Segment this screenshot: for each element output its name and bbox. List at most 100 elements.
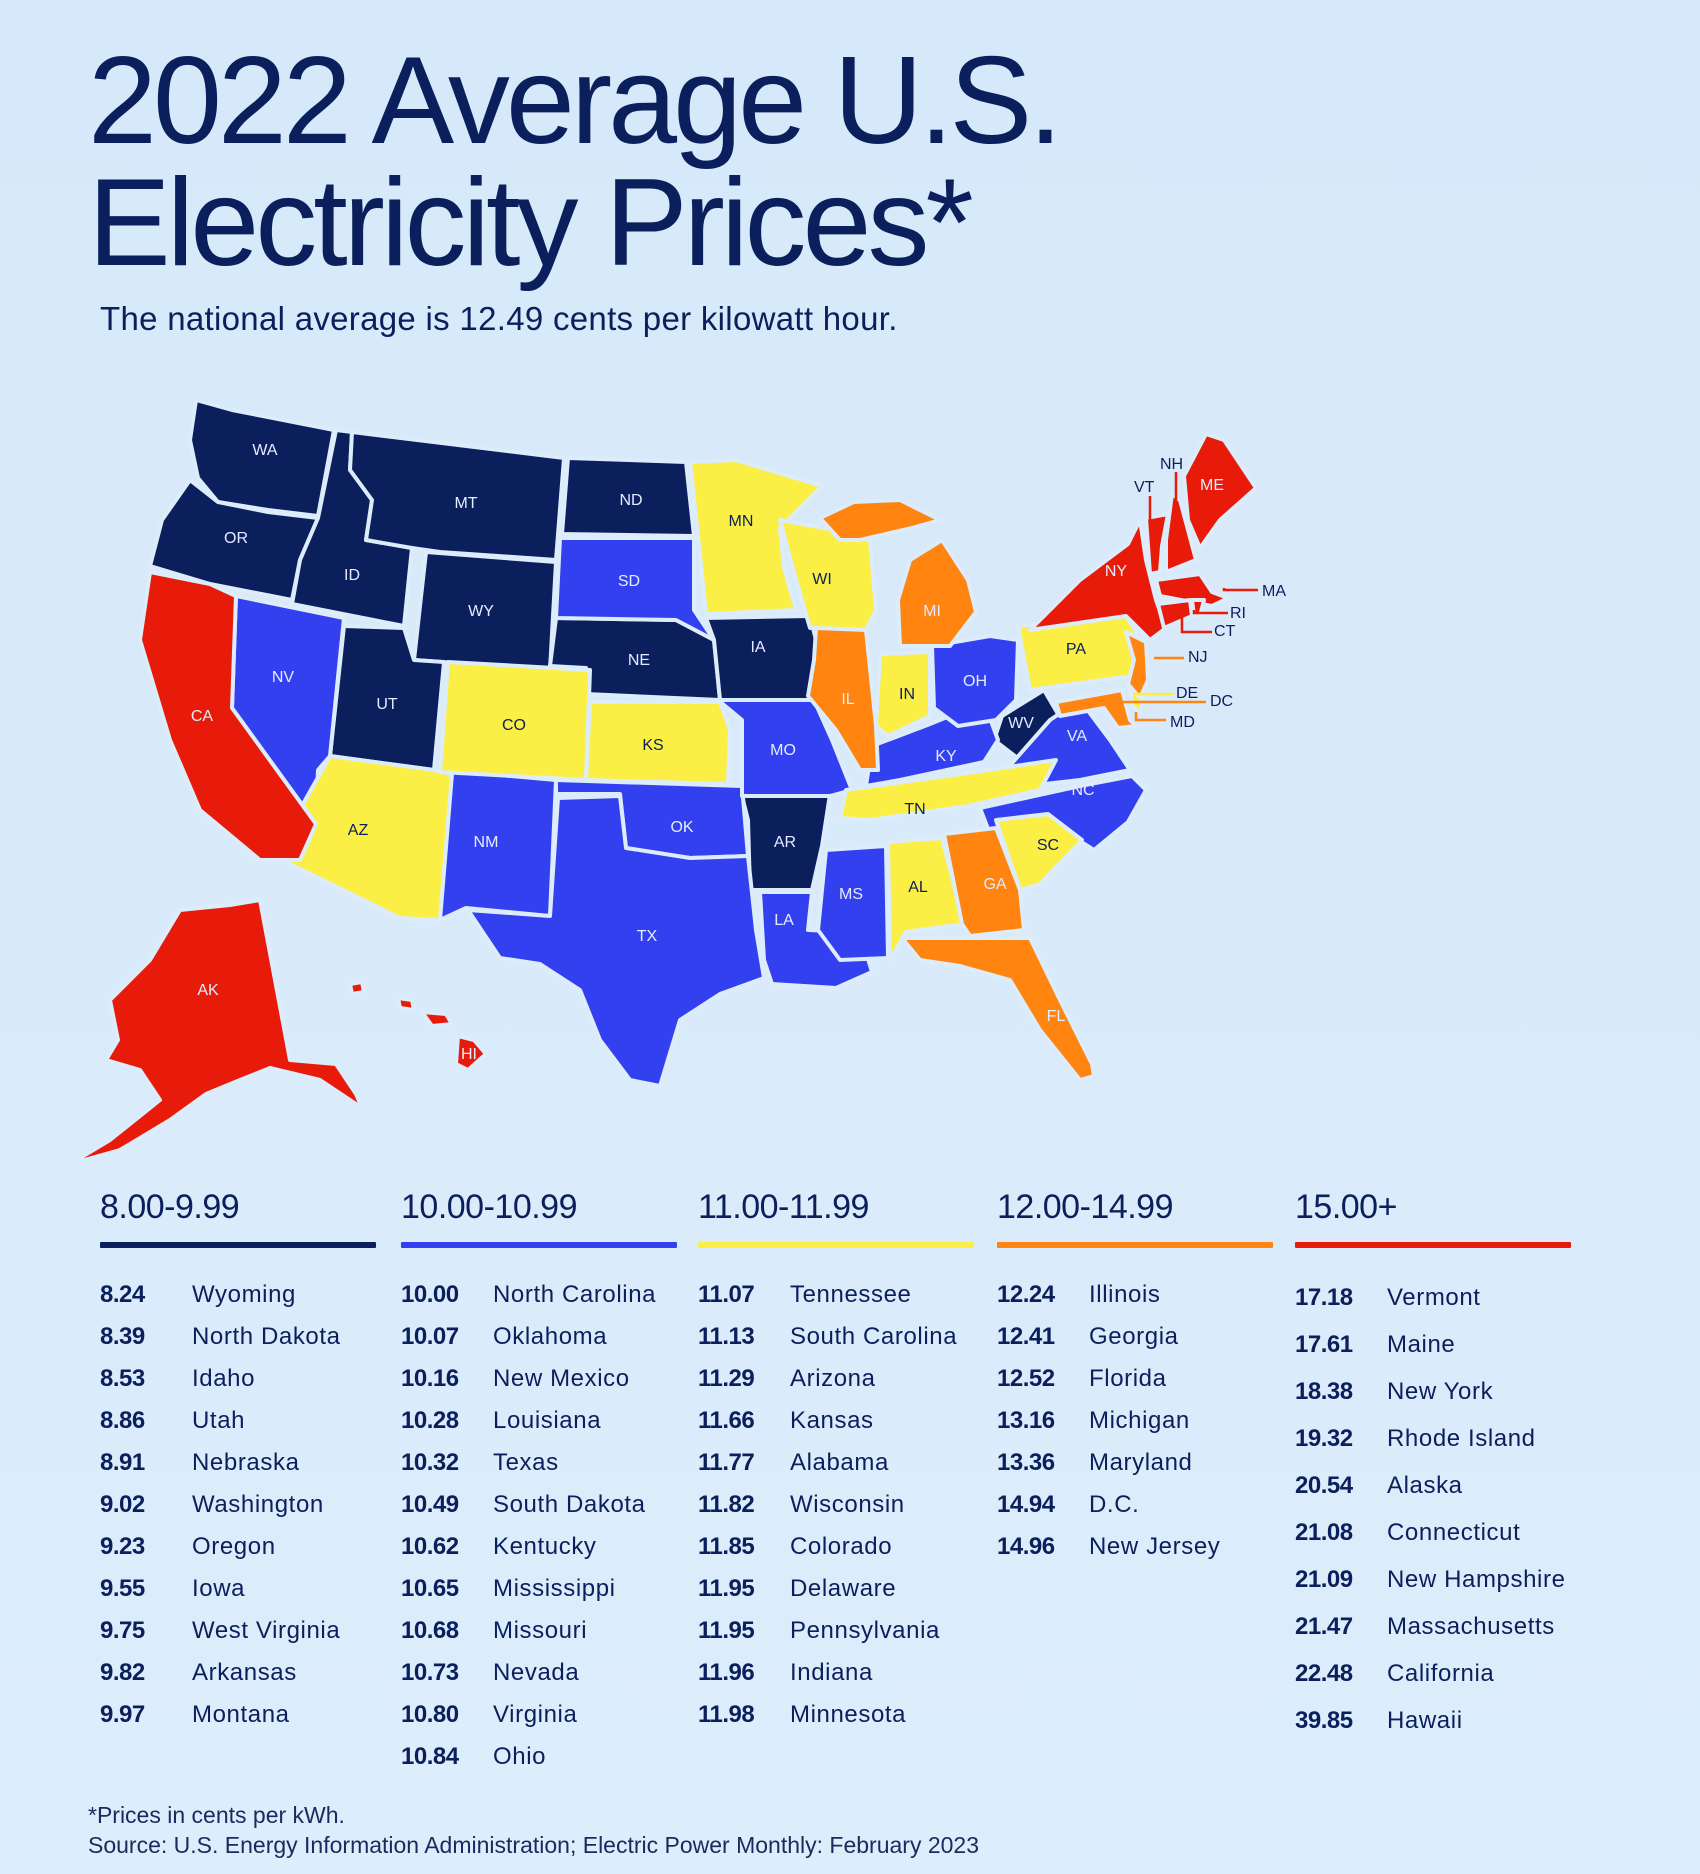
state-mi-up: [818, 498, 942, 542]
state-tn: [838, 758, 1058, 822]
label-ny: NY: [1105, 563, 1128, 580]
state-name: New Jersey: [1089, 1533, 1221, 1560]
label-tn: TN: [904, 801, 925, 818]
label-az: AZ: [348, 822, 369, 839]
legend-row: 12.24 Illinois: [997, 1274, 1273, 1316]
price-value: 18.38: [1295, 1377, 1353, 1405]
legend-row: 8.39 North Dakota: [100, 1316, 376, 1358]
price-value: 22.48: [1295, 1659, 1353, 1687]
tier-color-bar: [997, 1242, 1273, 1248]
legend-row: 10.65 Mississippi: [401, 1568, 677, 1610]
legend-row: 9.97 Montana: [100, 1694, 376, 1736]
legend-row: 8.91 Nebraska: [100, 1442, 376, 1484]
label-al: AL: [908, 879, 928, 896]
state-ks: [584, 700, 732, 786]
label-ky: KY: [935, 748, 957, 765]
state-nh: [1164, 492, 1198, 574]
legend-row: 11.96 Indiana: [698, 1652, 974, 1694]
legend-row: 10.16 New Mexico: [401, 1358, 677, 1400]
label-ks: KS: [642, 737, 663, 754]
legend-row: 11.77 Alabama: [698, 1442, 974, 1484]
price-value: 21.47: [1295, 1612, 1353, 1640]
state-name: Georgia: [1089, 1323, 1179, 1350]
state-name: Florida: [1089, 1365, 1167, 1392]
label-ne: NE: [628, 652, 650, 669]
label-pa: PA: [1066, 641, 1086, 658]
label-me: ME: [1200, 477, 1224, 494]
legend-tier-1: 8.00-9.99 8.24 Wyoming 8.39 North Dakota 8.5…: [100, 1188, 376, 1736]
label-ms: MS: [839, 886, 863, 903]
price-value: 10.49: [401, 1491, 459, 1518]
state-name: Virginia: [493, 1701, 578, 1728]
state-name: Connecticut: [1387, 1518, 1521, 1546]
legend-tier-4: 12.00-14.99 12.24 Illinois 12.41 Georgia 12.…: [997, 1188, 1273, 1568]
price-value: 10.32: [401, 1449, 459, 1476]
label-wv: WV: [1008, 715, 1034, 732]
legend-row: 8.86 Utah: [100, 1400, 376, 1442]
legend-row: 11.29 Arizona: [698, 1358, 974, 1400]
legend-row: 10.32 Texas: [401, 1442, 677, 1484]
tier-color-bar: [1295, 1242, 1571, 1248]
label-nv: NV: [272, 669, 295, 686]
state-mi: [896, 538, 978, 648]
subtitle: The national average is 12.49 cents per …: [100, 300, 898, 337]
state-fl: [900, 936, 1096, 1082]
price-value: 8.91: [100, 1449, 145, 1476]
price-value: 10.00: [401, 1281, 459, 1308]
state-name: Nebraska: [192, 1449, 300, 1476]
price-value: 9.82: [100, 1659, 145, 1686]
state-nj: [1124, 630, 1150, 700]
state-name: California: [1387, 1659, 1495, 1687]
state-name: North Carolina: [493, 1281, 657, 1308]
price-value: 19.32: [1295, 1424, 1353, 1452]
northeast-callouts: [1118, 472, 1258, 722]
state-name: Arizona: [790, 1365, 876, 1392]
legend-row: 21.09 New Hampshire: [1295, 1556, 1571, 1603]
price-value: 21.08: [1295, 1518, 1353, 1546]
price-value: 10.80: [401, 1701, 459, 1728]
price-value: 11.85: [698, 1533, 755, 1560]
tier-color-bar: [100, 1242, 376, 1248]
title-line-1: 2022 Average U.S.: [88, 32, 1063, 170]
state-il: [806, 626, 880, 772]
label-ut: UT: [376, 696, 398, 713]
legend-row: 10.28 Louisiana: [401, 1400, 677, 1442]
label-mo: MO: [770, 742, 796, 759]
price-value: 8.53: [100, 1365, 145, 1392]
label-ok: OK: [670, 819, 693, 836]
legend-row: 12.52 Florida: [997, 1358, 1273, 1400]
legend-row: 10.84 Ohio: [401, 1736, 677, 1778]
state-name: Wisconsin: [790, 1491, 905, 1518]
tier-list: 11.07 Tennessee 11.13 South Carolina 11.29 Ar…: [698, 1274, 974, 1736]
price-value: 10.28: [401, 1407, 459, 1434]
tier-range-heading: 11.00-11.99: [698, 1188, 869, 1226]
tier-range-heading: 10.00-10.99: [401, 1188, 578, 1226]
label-il: IL: [841, 691, 854, 708]
state-ca: [138, 570, 318, 862]
legend-row: 13.16 Michigan: [997, 1400, 1273, 1442]
legend-row: 14.94 D.C.: [997, 1484, 1273, 1526]
legend-row: 11.66 Kansas: [698, 1400, 974, 1442]
price-value: 11.98: [698, 1701, 755, 1728]
tier-range-heading: 8.00-9.99: [100, 1188, 240, 1226]
legend-row: 11.85 Colorado: [698, 1526, 974, 1568]
price-value: 8.86: [100, 1407, 145, 1434]
price-value: 39.85: [1295, 1706, 1353, 1734]
legend-row: 9.55 Iowa: [100, 1568, 376, 1610]
legend-row: 20.54 Alaska: [1295, 1462, 1571, 1509]
label-mn: MN: [729, 513, 754, 530]
state-name: Ohio: [493, 1743, 547, 1770]
state-name: Michigan: [1089, 1407, 1190, 1434]
state-name: New Hampshire: [1387, 1565, 1566, 1593]
label-wi: WI: [812, 571, 832, 588]
legend-row: 10.00 North Carolina: [401, 1274, 677, 1316]
label-or: OR: [224, 530, 248, 547]
price-value: 10.62: [401, 1533, 459, 1560]
legend-row: 11.13 South Carolina: [698, 1316, 974, 1358]
legend-row: 21.08 Connecticut: [1295, 1509, 1571, 1556]
label-va: VA: [1067, 728, 1087, 745]
state-name: Idaho: [192, 1365, 256, 1392]
price-value: 11.29: [698, 1365, 755, 1392]
label-ca: CA: [191, 708, 214, 725]
price-value: 11.66: [698, 1407, 755, 1434]
